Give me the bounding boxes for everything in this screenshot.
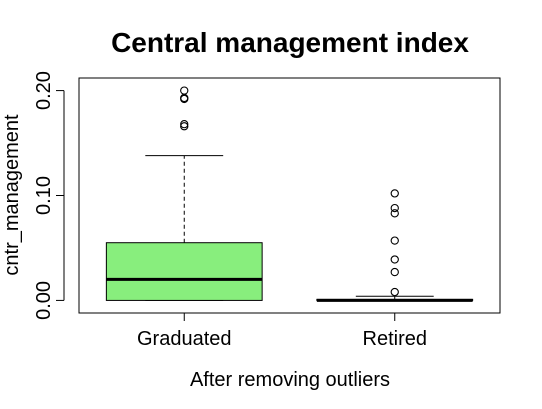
outlier-point	[390, 189, 399, 198]
x-axis-label: After removing outliers	[190, 369, 390, 391]
plot-area: 0.00 0.10 0.20 Graduated Retired	[33, 71, 501, 350]
outlier-point	[390, 236, 399, 245]
outlier-point	[390, 209, 399, 218]
chart-title: Central management index	[111, 27, 469, 58]
outlier-point	[180, 122, 189, 131]
outlier-point	[390, 203, 399, 213]
outlier-point	[390, 267, 399, 277]
outlier-point	[390, 287, 399, 297]
x-tick-label: Graduated	[137, 328, 232, 350]
outlier-point	[180, 120, 189, 129]
y-tick-label: 0.00	[33, 281, 55, 320]
y-tick-label: 0.10	[33, 176, 55, 215]
outlier-point	[180, 93, 189, 103]
outlier-point	[390, 255, 399, 264]
x-tick-label: Retired	[363, 328, 427, 350]
y-tick-label: 0.20	[33, 71, 55, 110]
y-axis-label: cntr_management	[1, 114, 23, 276]
box-graduated	[105, 242, 263, 301]
outlier-point	[180, 86, 189, 95]
